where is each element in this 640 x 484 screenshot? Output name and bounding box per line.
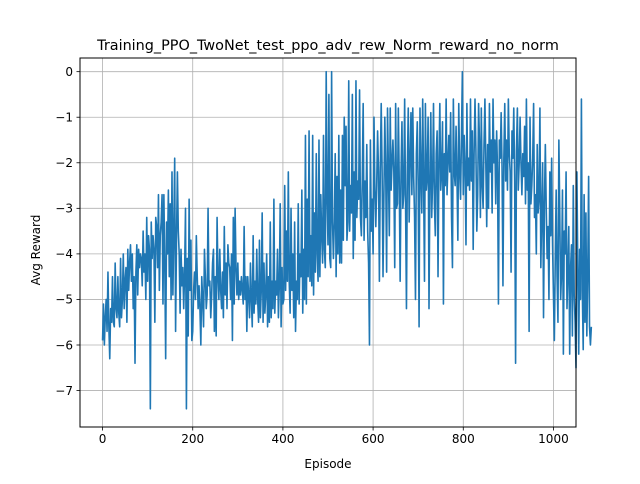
x-tick-label: 400 xyxy=(271,432,294,446)
plot-frame xyxy=(79,57,577,428)
series-line xyxy=(101,70,593,410)
y-tick-label: −1 xyxy=(55,111,73,125)
x-tick-label: 600 xyxy=(362,432,385,446)
y-tick-label: −4 xyxy=(55,247,73,261)
x-tick-label: 200 xyxy=(181,432,204,446)
y-tick-label: −2 xyxy=(55,156,73,170)
y-tick-label: −6 xyxy=(55,338,73,352)
x-tick-label: 1000 xyxy=(538,432,569,446)
y-axis-label: Avg Reward xyxy=(29,215,43,286)
ticks: 0 200 400 600 800 1000 0 −1 −2 −3 −4 −5 −6 −7 xyxy=(55,65,568,446)
y-tick-label: −7 xyxy=(55,384,73,398)
y-tick-label: 0 xyxy=(65,65,73,79)
x-tick-label: 0 xyxy=(99,432,107,446)
series-layer xyxy=(101,70,593,410)
x-tick-label: 800 xyxy=(452,432,475,446)
chart-title: Training_PPO_TwoNet_test_ppo_adv_rew_Nor… xyxy=(96,38,559,54)
y-tick-label: −5 xyxy=(55,293,73,307)
y-tick-label: −3 xyxy=(55,202,73,216)
x-axis-label: Episode xyxy=(304,457,351,471)
